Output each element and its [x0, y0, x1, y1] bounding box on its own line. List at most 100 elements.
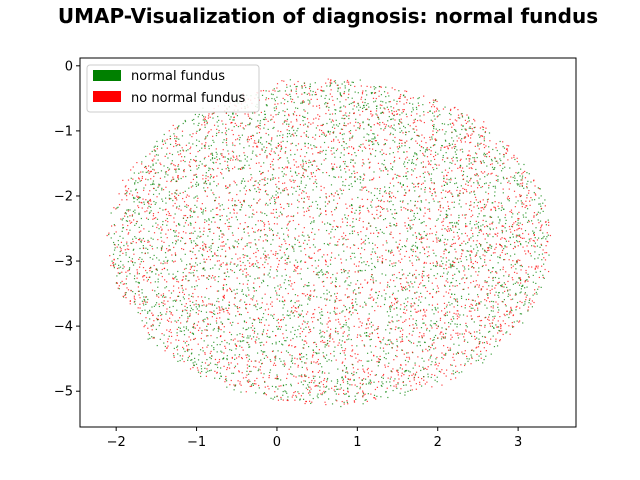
- scatter-point: [334, 257, 336, 259]
- scatter-point: [152, 168, 154, 170]
- scatter-point: [208, 303, 210, 305]
- scatter-point: [306, 93, 308, 95]
- scatter-point: [128, 248, 130, 251]
- scatter-point: [255, 383, 257, 385]
- scatter-point: [415, 388, 417, 390]
- scatter-point: [398, 90, 400, 92]
- scatter-point: [378, 95, 380, 97]
- scatter-point: [332, 166, 334, 168]
- scatter-point: [270, 212, 272, 214]
- scatter-point: [441, 234, 444, 236]
- scatter-point: [137, 196, 140, 198]
- scatter-point: [183, 201, 186, 203]
- scatter-point: [340, 169, 342, 171]
- scatter-point: [304, 110, 306, 112]
- scatter-point: [438, 240, 440, 242]
- scatter-point: [362, 162, 364, 164]
- scatter-point: [299, 353, 301, 355]
- scatter-point: [218, 309, 221, 311]
- scatter-point: [515, 309, 517, 311]
- scatter-point: [227, 158, 229, 160]
- scatter-point: [354, 384, 356, 386]
- scatter-point: [175, 145, 177, 147]
- scatter-point: [392, 166, 394, 168]
- scatter-point: [411, 262, 413, 264]
- scatter-point: [348, 117, 350, 120]
- scatter-point: [415, 255, 417, 257]
- scatter-point: [511, 216, 513, 218]
- scatter-point: [311, 175, 313, 178]
- scatter-point: [341, 340, 343, 342]
- scatter-point: [140, 171, 142, 173]
- scatter-point: [204, 124, 206, 126]
- scatter-point: [497, 180, 499, 182]
- scatter-point: [293, 315, 295, 317]
- scatter-point: [506, 310, 508, 312]
- scatter-point: [305, 160, 307, 163]
- scatter-point: [193, 322, 196, 325]
- scatter-point: [301, 87, 303, 89]
- scatter-point: [404, 222, 406, 224]
- scatter-point: [321, 311, 323, 313]
- scatter-point: [163, 334, 165, 336]
- scatter-point: [417, 256, 419, 258]
- scatter-point: [451, 193, 453, 195]
- scatter-point: [117, 244, 120, 246]
- scatter-point: [194, 253, 196, 256]
- scatter-point: [309, 299, 311, 301]
- scatter-point: [490, 310, 492, 312]
- scatter-point: [396, 345, 398, 347]
- scatter-point: [527, 280, 529, 282]
- scatter-point: [207, 335, 209, 337]
- scatter-point: [218, 327, 220, 329]
- scatter-point: [375, 87, 377, 89]
- scatter-point: [125, 189, 127, 192]
- scatter-point: [434, 225, 437, 227]
- scatter-point: [401, 139, 403, 141]
- scatter-point: [503, 286, 505, 288]
- scatter-point: [207, 370, 209, 372]
- scatter-point: [303, 343, 305, 346]
- scatter-point: [351, 207, 353, 210]
- scatter-point: [497, 256, 499, 258]
- scatter-point: [316, 352, 318, 354]
- scatter-point: [370, 110, 372, 113]
- scatter-point: [393, 156, 396, 158]
- scatter-point: [384, 167, 386, 169]
- scatter-point: [503, 282, 505, 284]
- scatter-point: [199, 231, 201, 233]
- scatter-point: [326, 243, 329, 245]
- scatter-point: [321, 271, 323, 273]
- scatter-point: [476, 284, 478, 286]
- scatter-point: [504, 246, 506, 248]
- scatter-point: [369, 179, 371, 181]
- scatter-point: [359, 217, 361, 219]
- scatter-point: [377, 142, 379, 144]
- scatter-point: [534, 193, 536, 195]
- scatter-point: [392, 139, 394, 142]
- scatter-point: [287, 315, 290, 317]
- scatter-point: [345, 280, 347, 282]
- scatter-point: [127, 210, 130, 212]
- scatter-point: [272, 212, 274, 214]
- scatter-point: [406, 162, 409, 164]
- scatter-point: [209, 362, 212, 364]
- scatter-point: [264, 250, 266, 252]
- scatter-point: [364, 279, 366, 281]
- scatter-point: [194, 230, 196, 232]
- scatter-point: [325, 197, 328, 199]
- scatter-point: [288, 284, 290, 286]
- scatter-point: [153, 264, 155, 267]
- scatter-point: [188, 142, 190, 144]
- scatter-point: [549, 234, 552, 237]
- scatter-point: [370, 141, 373, 143]
- scatter-point: [425, 329, 428, 331]
- scatter-point: [126, 209, 128, 211]
- scatter-point: [192, 292, 194, 295]
- scatter-point: [540, 195, 542, 197]
- scatter-point: [176, 328, 178, 330]
- scatter-point: [325, 263, 327, 266]
- scatter-point: [228, 170, 231, 172]
- scatter-point: [215, 134, 218, 137]
- scatter-point: [259, 307, 261, 309]
